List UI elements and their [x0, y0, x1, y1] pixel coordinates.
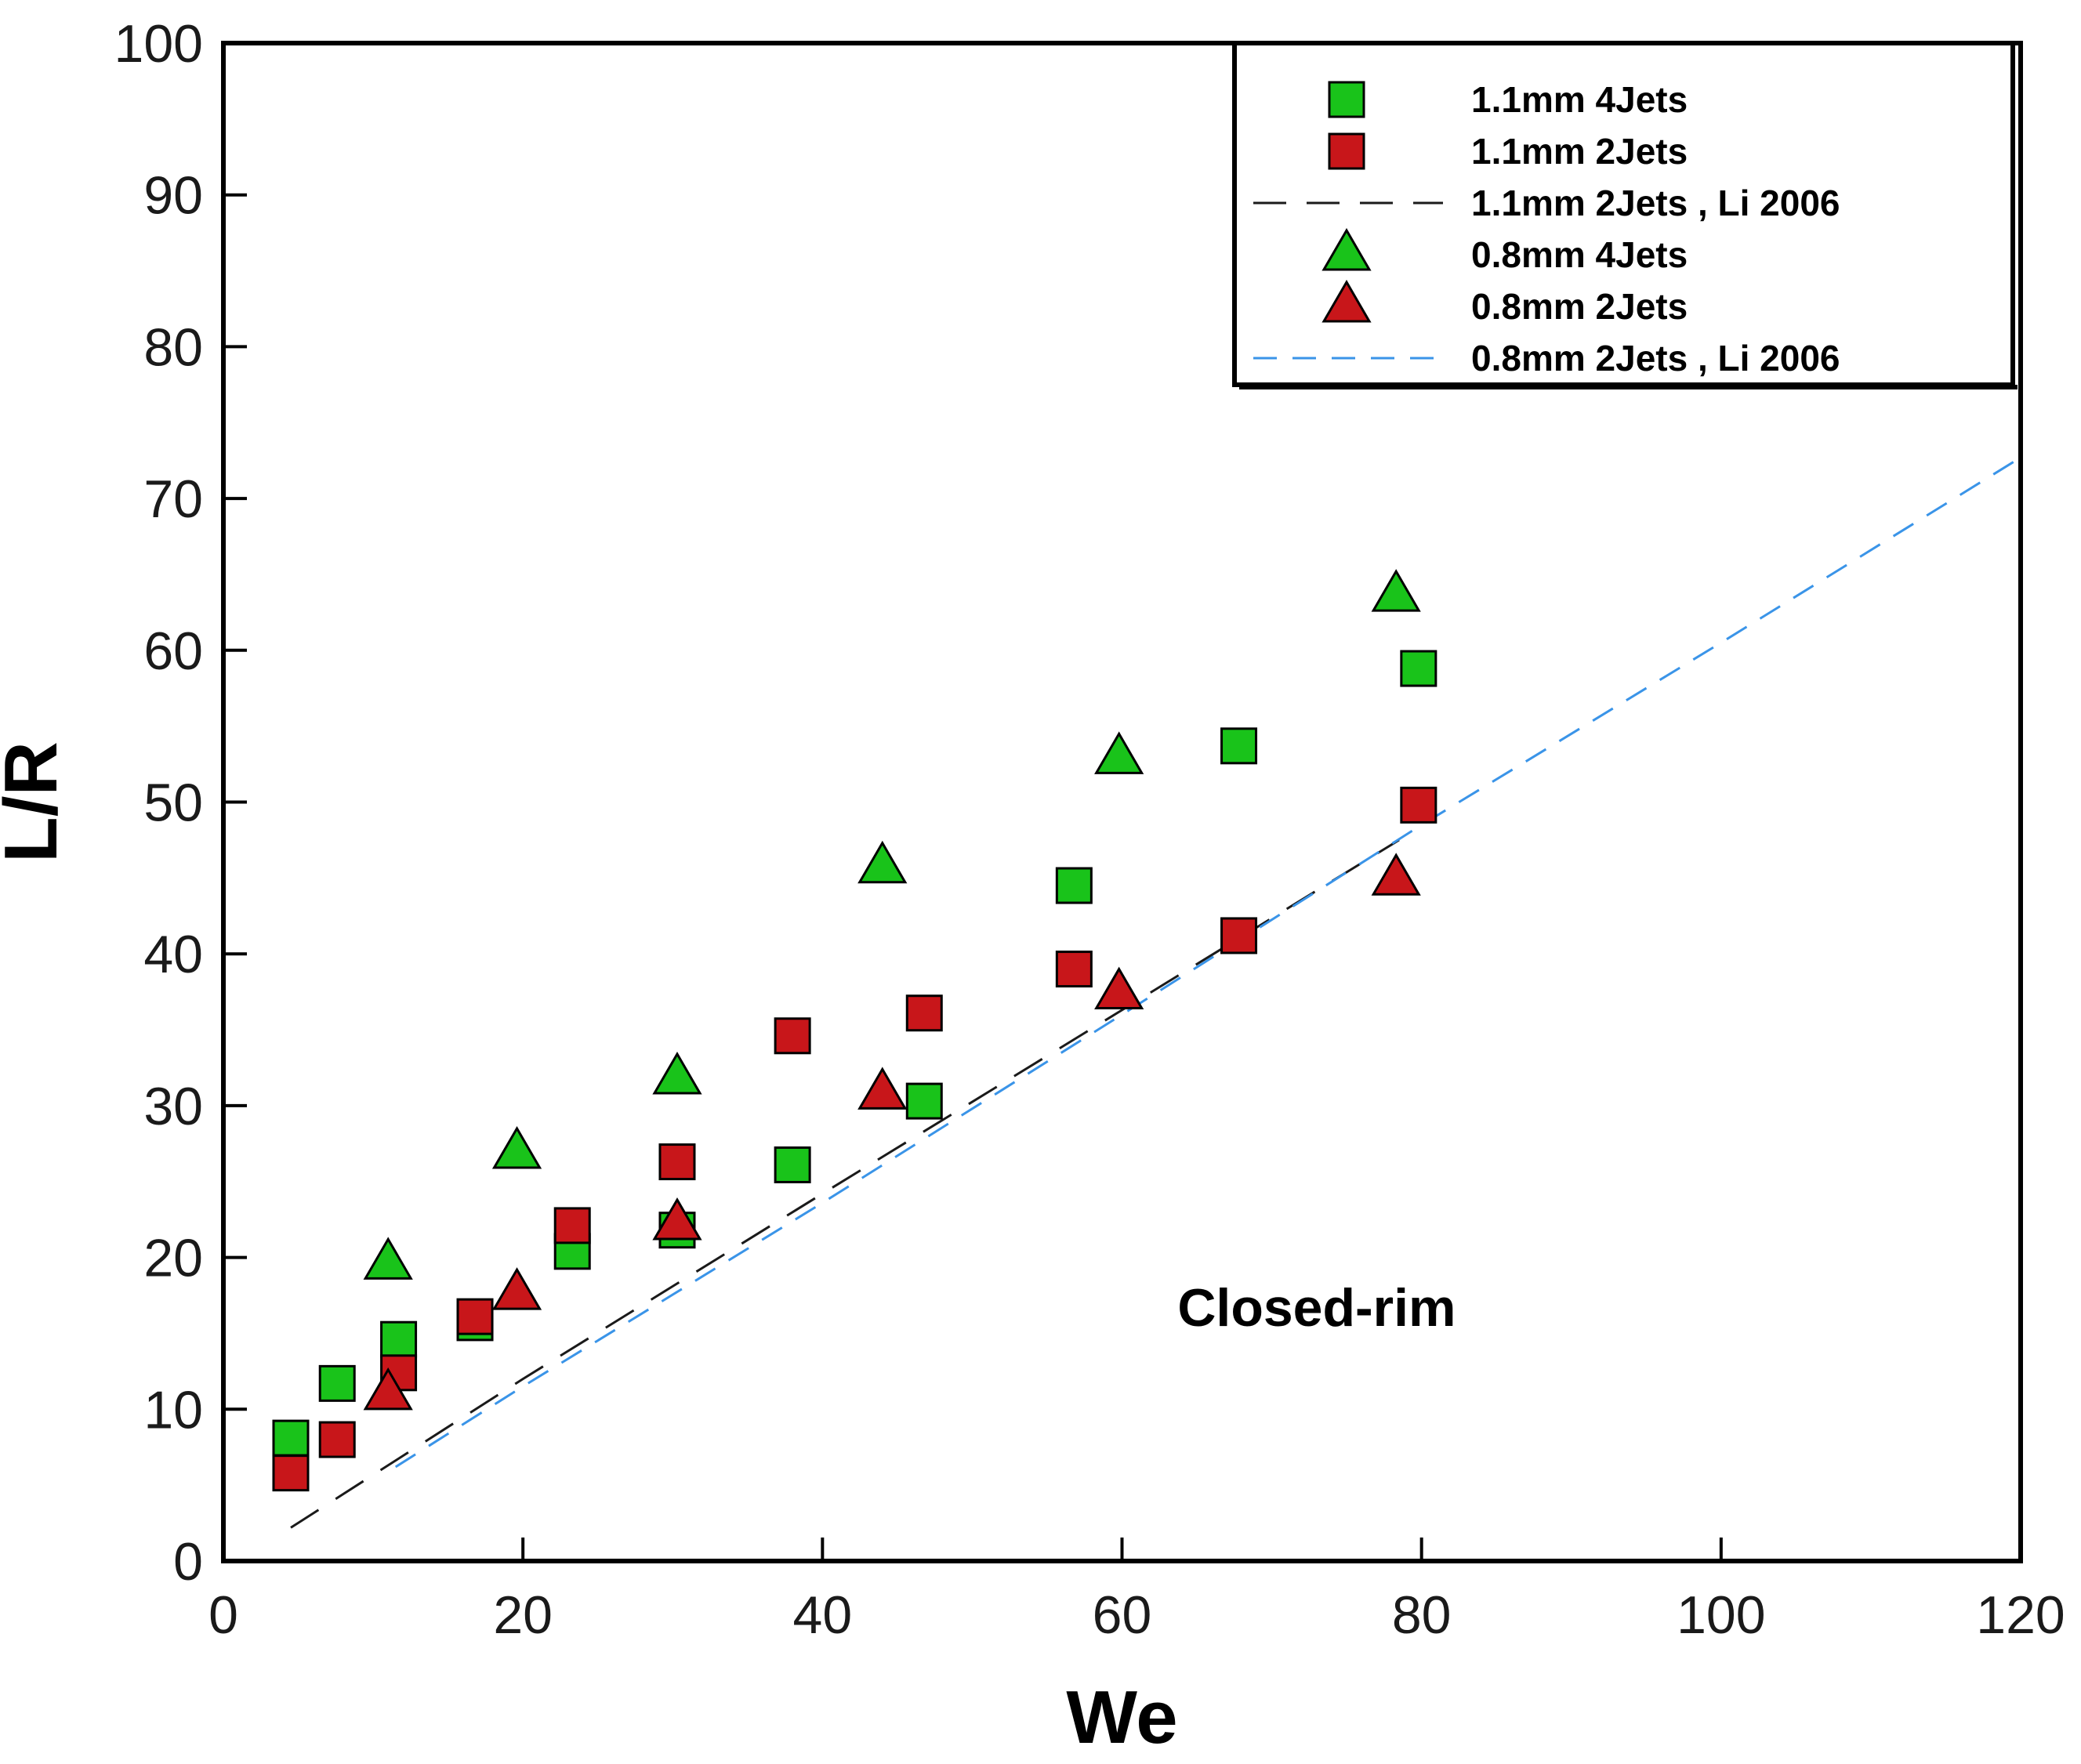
0-8mm-2jets-point-4 — [857, 1067, 908, 1110]
1-1mm-4jets-point-10 — [1220, 727, 1258, 765]
1-1mm-2jets-point-2 — [318, 1421, 356, 1458]
y-tick-label-30: 30 — [143, 1077, 203, 1136]
0-8mm-2jets-point-1 — [363, 1367, 413, 1411]
x-tick-label-20: 20 — [493, 1585, 553, 1645]
y-tick-label-80: 80 — [143, 317, 203, 377]
1-1mm-2jets-point-7 — [774, 1017, 811, 1055]
x-tick-label-60: 60 — [1093, 1585, 1152, 1645]
series-lines — [290, 456, 2021, 1529]
0-8mm-4jets-point-4 — [857, 840, 908, 884]
1-1mm-2jets-point-1 — [272, 1454, 310, 1492]
y-tick-label-0: 0 — [173, 1532, 203, 1592]
1-1mm-2jets-point-11 — [1400, 786, 1437, 824]
series-markers — [272, 569, 1437, 1492]
x-tick-label-0: 0 — [208, 1585, 238, 1645]
1-1mm-4jets-point-11 — [1400, 650, 1437, 687]
legend: 1.1mm 4Jets 1.1mm 2Jets 1.1mm 2Jets , Li 2… — [1232, 41, 2018, 389]
0-8mm-4jets-point-5 — [1094, 731, 1144, 774]
0-8mm-2jets-series — [363, 853, 1421, 1411]
y-tick-label-50: 50 — [143, 773, 203, 833]
closed-rim-annotation: Closed-rim — [1177, 1278, 1456, 1338]
tick-labels: 0 20 40 60 80 100 120 0 10 20 30 40 50 60 70 80 90 100 — [114, 14, 2065, 1645]
1-1mm-2jets-point-10 — [1220, 917, 1258, 954]
0-8mm-2jets-point-5 — [1094, 966, 1144, 1010]
y-tick-label-70: 70 — [143, 469, 203, 529]
legend-item-0-8mm-2jets-li-2006: 0.8mm 2Jets , Li 2006 — [1253, 338, 1840, 379]
1-1mm-4jets-point-9 — [1055, 867, 1093, 904]
legend-swatch-0-8mm-4jets — [1321, 228, 1372, 271]
0-8mm-4jets-point-2 — [491, 1125, 542, 1169]
1-1mm-2jets-li-2006-line — [290, 839, 1400, 1529]
y-tick-label-20: 20 — [143, 1229, 203, 1288]
0-8mm-4jets-point-3 — [652, 1052, 702, 1095]
1-1mm-4jets-point-7 — [774, 1146, 811, 1183]
1-1mm-2jets-point-6 — [658, 1143, 696, 1181]
legend-label-0-8mm-2jets-li-2006: 0.8mm 2Jets , Li 2006 — [1471, 338, 1840, 379]
legend-item-1-1mm-2jets: 1.1mm 2Jets — [1328, 131, 1688, 172]
x-axis-title: We — [1066, 1675, 1177, 1759]
y-tick-label-40: 40 — [143, 925, 203, 984]
legend-item-1-1mm-4jets: 1.1mm 4Jets — [1328, 79, 1688, 120]
x-tick-label-80: 80 — [1392, 1585, 1452, 1645]
legend-label-1-1mm-2jets: 1.1mm 2Jets — [1471, 131, 1688, 172]
0-8mm-4jets-point-6 — [1371, 569, 1421, 612]
1-1mm-4jets-point-3 — [380, 1320, 418, 1358]
legend-label-1-1mm-4jets: 1.1mm 4Jets — [1471, 79, 1688, 120]
x-tick-label-100: 100 — [1677, 1585, 1765, 1645]
legend-item-0-8mm-2jets: 0.8mm 2Jets — [1321, 280, 1688, 327]
legend-swatch-1-1mm-2jets — [1328, 132, 1365, 170]
y-tick-label-100: 100 — [114, 14, 203, 74]
x-tick-label-120: 120 — [1976, 1585, 2065, 1645]
0-8mm-4jets-series — [363, 569, 1421, 1280]
legend-label-1-1mm-2jets-li-2006: 1.1mm 2Jets , Li 2006 — [1471, 183, 1840, 223]
legend-swatch-1-1mm-4jets — [1328, 81, 1365, 118]
legend-shadow-bottom — [1239, 385, 2018, 389]
legend-label-0-8mm-2jets: 0.8mm 2Jets — [1471, 286, 1688, 327]
y-tick-label-10: 10 — [143, 1380, 203, 1440]
1-1mm-4jets-point-1 — [272, 1419, 310, 1457]
1-1mm-4jets-point-2 — [318, 1364, 356, 1402]
1-1mm-2jets-point-9 — [1055, 951, 1093, 988]
legend-label-0-8mm-4jets: 0.8mm 4Jets — [1471, 234, 1688, 275]
0-8mm-4jets-point-1 — [363, 1237, 413, 1280]
0-8mm-2jets-point-6 — [1371, 853, 1421, 896]
y-tick-label-60: 60 — [143, 621, 203, 681]
y-axis-title: L/R — [0, 741, 73, 863]
1-1mm-2jets-point-8 — [905, 994, 943, 1032]
1-1mm-2jets-series — [272, 786, 1437, 1492]
legend-item-0-8mm-4jets: 0.8mm 4Jets — [1321, 228, 1688, 275]
1-1mm-2jets-point-4 — [456, 1298, 494, 1335]
0-8mm-2jets-point-2 — [491, 1267, 542, 1310]
1-1mm-2jets-point-5 — [553, 1207, 591, 1244]
legend-swatch-0-8mm-2jets — [1321, 280, 1372, 323]
x-tick-label-40: 40 — [793, 1585, 853, 1645]
0-8mm-2jets-point-3 — [652, 1197, 702, 1241]
1-1mm-4jets-point-8 — [905, 1082, 943, 1120]
legend-item-1-1mm-2jets-li-2006: 1.1mm 2Jets , Li 2006 — [1253, 183, 1840, 223]
plot-frame — [221, 41, 2023, 1563]
y-tick-label-90: 90 — [143, 166, 203, 226]
